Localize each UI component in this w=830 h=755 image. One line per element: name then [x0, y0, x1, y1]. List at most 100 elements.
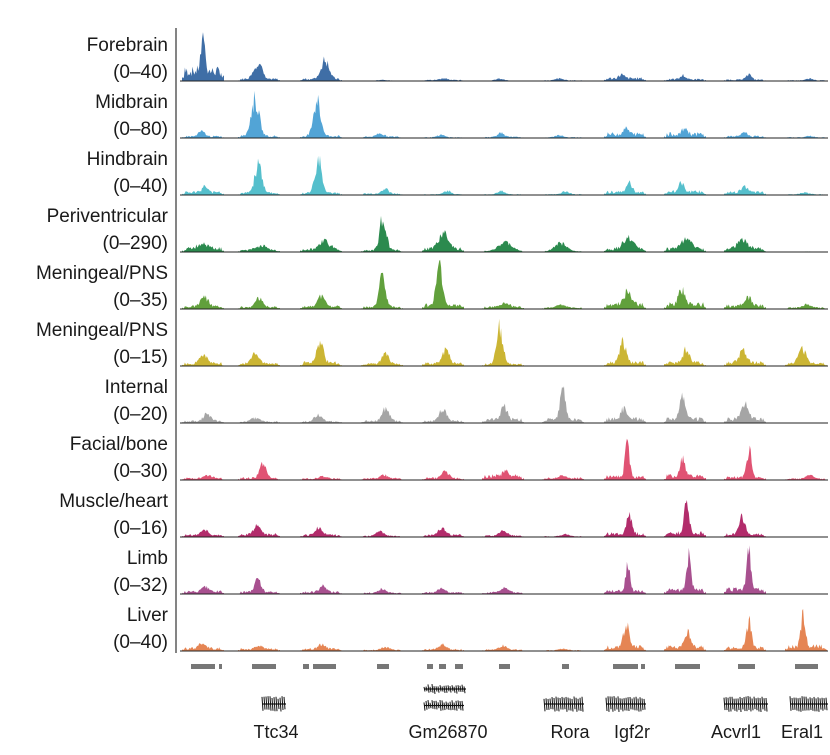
track-name-liver: Liver [127, 605, 169, 626]
gene-label-rora: Rora [550, 722, 590, 742]
gene-model-1 [423, 684, 466, 695]
peak-annotation-row [191, 664, 818, 669]
track-labels: Forebrain (0–40) Midbrain (0–80) Hindbrain (0… [36, 35, 169, 653]
coverage-midbrain-1-col-3 [361, 133, 403, 138]
coverage-periventricular-3-col-3 [361, 215, 403, 252]
coverage-facial-bone-7-col-4 [422, 470, 464, 480]
peak-region-12 [641, 664, 645, 669]
track-name-internal: Internal [105, 377, 168, 398]
coverage-hindbrain-2-col-3 [361, 188, 403, 195]
coverage-liver-10-col-2 [300, 643, 342, 651]
peak-region-7 [439, 664, 446, 669]
coverage-meningeal-pns-4-col-8 [664, 286, 706, 309]
coverage-forebrain-0-col-4 [422, 78, 464, 81]
coverage-limb-9-col-4 [422, 587, 464, 594]
coverage-facial-bone-7-col-10 [785, 474, 827, 480]
coverage-facial-bone-7-col-9 [724, 445, 766, 480]
coverage-facial-bone-7-col-2 [300, 475, 342, 480]
coverage-meningeal-pns-4-col-3 [361, 272, 403, 309]
track-range-hindbrain: (0–40) [113, 176, 168, 197]
track-name-meningeal-pns: Meningeal/PNS [36, 263, 168, 284]
coverage-limb-9-col-0 [182, 585, 224, 594]
coverage-limb-9-col-9 [724, 545, 766, 594]
gene-label-gm26870: Gm26870 [408, 722, 487, 742]
coverage-liver-10-col-9 [724, 615, 766, 651]
coverage-periventricular-3-col-1 [238, 244, 280, 252]
coverage-meningeal-pns-5-col-1 [238, 352, 280, 366]
track-name-facial-bone: Facial/bone [70, 434, 168, 455]
coverage-facial-bone-7-col-0 [182, 474, 224, 480]
coverage-periventricular-3-col-2 [300, 238, 342, 252]
peak-region-8 [455, 664, 463, 669]
coverage-forebrain-0-col-7 [604, 73, 646, 81]
coverage-hindbrain-2-col-4 [422, 190, 464, 195]
coverage-liver-10-col-4 [422, 643, 464, 651]
coverage-muscle-heart-8-col-6 [542, 533, 584, 537]
peak-region-10 [562, 664, 569, 669]
gene-model-2 [423, 699, 464, 711]
coverage-midbrain-1-col-7 [604, 126, 646, 138]
coverage-periventricular-3-col-6 [542, 241, 584, 252]
coverage-meningeal-pns-5-col-5 [482, 318, 524, 366]
coverage-internal-6-col-0 [182, 412, 224, 423]
coverage-hindbrain-2-col-0 [182, 184, 224, 195]
track-range-meningeal-pns: (0–35) [113, 290, 168, 311]
coverage-hindbrain-2-col-1 [238, 158, 280, 195]
coverage-muscle-heart-8-col-5 [482, 529, 524, 537]
gene-model-4 [605, 696, 646, 712]
coverage-meningeal-pns-5-col-4 [422, 347, 464, 366]
coverage-limb-9-col-5 [482, 586, 524, 594]
coverage-periventricular-3-col-5 [482, 240, 524, 252]
gene-model-3 [543, 696, 584, 712]
coverage-liver-10-col-0 [182, 643, 224, 651]
peak-region-15 [795, 664, 818, 669]
coverage-muscle-heart-8-col-7 [604, 511, 646, 537]
gene-model-6 [789, 696, 828, 712]
coverage-hindbrain-2-col-7 [604, 180, 646, 195]
coverage-hindbrain-2-col-9 [724, 185, 766, 195]
gene-label-igf2r: Igf2r [614, 722, 650, 742]
peak-region-1 [219, 664, 222, 669]
coverage-periventricular-3-col-7 [604, 234, 646, 252]
peak-region-4 [313, 664, 336, 669]
coverage-liver-10-col-6 [542, 648, 584, 651]
coverage-tracks [180, 32, 828, 652]
peak-region-14 [738, 664, 755, 669]
coverage-internal-6-col-5 [482, 403, 524, 423]
coverage-meningeal-pns-5-col-3 [361, 351, 403, 366]
peak-region-3 [303, 664, 309, 669]
coverage-meningeal-pns-5-col-0 [182, 354, 224, 366]
coverage-periventricular-3-col-9 [724, 237, 766, 252]
coverage-forebrain-0-col-0 [182, 32, 224, 81]
coverage-meningeal-pns-5-col-7 [604, 336, 646, 366]
coverage-midbrain-1-col-4 [422, 134, 464, 138]
track-range-internal: (0–20) [113, 404, 168, 425]
coverage-meningeal-pns-4-col-1 [238, 296, 280, 309]
coverage-internal-6-col-7 [604, 405, 646, 423]
coverage-facial-bone-7-col-7 [604, 438, 646, 480]
track-range-limb: (0–32) [113, 575, 168, 596]
track-range-liver: (0–40) [113, 632, 168, 653]
track-range-meningeal-pns: (0–15) [113, 347, 168, 368]
coverage-facial-bone-7-col-8 [664, 455, 706, 480]
coverage-internal-6-col-4 [422, 408, 464, 423]
coverage-midbrain-1-col-10 [785, 135, 827, 138]
peak-region-2 [252, 664, 276, 669]
coverage-muscle-heart-8-col-2 [300, 526, 342, 537]
track-range-midbrain: (0–80) [113, 119, 168, 140]
coverage-hindbrain-2-col-2 [300, 155, 342, 195]
gene-label-ttc34: Ttc34 [253, 722, 298, 742]
peak-region-11 [613, 664, 638, 669]
coverage-midbrain-1-col-0 [182, 130, 224, 138]
peak-region-5 [377, 664, 389, 669]
peak-region-13 [675, 664, 700, 669]
coverage-limb-9-col-2 [300, 584, 342, 594]
coverage-meningeal-pns-4-col-4 [422, 259, 464, 309]
track-name-forebrain: Forebrain [87, 35, 168, 56]
coverage-internal-6-col-6 [542, 386, 584, 423]
coverage-forebrain-0-col-9 [724, 73, 766, 81]
coverage-meningeal-pns-4-col-6 [542, 304, 584, 309]
gene-label-acvrl1: Acvrl1 [711, 722, 761, 742]
peak-region-6 [427, 664, 433, 669]
